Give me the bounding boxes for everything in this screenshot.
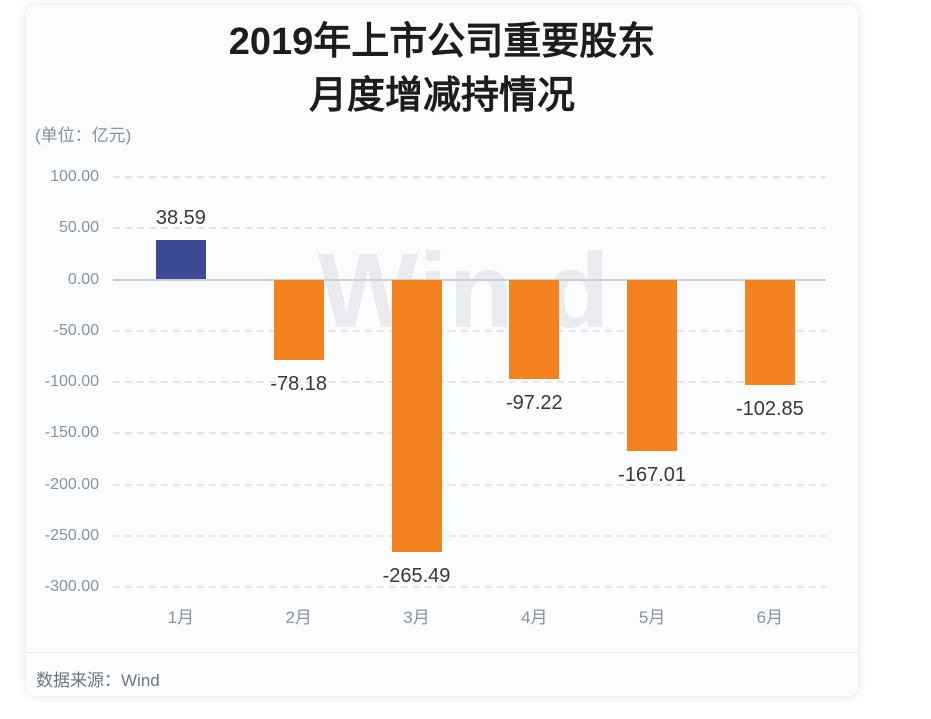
gridline xyxy=(113,534,826,537)
bar-3月 xyxy=(391,279,442,552)
chart-title-line-2: 月度增减持情况 xyxy=(308,75,575,117)
gridline xyxy=(113,329,826,332)
y-axis-tick-label: -200.00 xyxy=(44,475,99,493)
y-axis-tick-label: -300.00 xyxy=(44,578,99,595)
bar-5月 xyxy=(627,279,678,451)
chart-title-line-1: 2019年上市公司重要股东 xyxy=(228,21,656,63)
bar-6月 xyxy=(744,279,795,385)
bar-value-label: -167.01 xyxy=(618,463,687,486)
x-axis-tick-label: 6月 xyxy=(756,608,784,627)
y-axis-tick-label: -100.00 xyxy=(44,373,99,390)
chart-title: 2019年上市公司重要股东 月度增减持情况 xyxy=(26,15,858,123)
y-axis-tick-label: -50.00 xyxy=(53,321,99,339)
unit-label: (单位：亿元) xyxy=(35,126,132,145)
y-axis-tick-label: 0.00 xyxy=(67,270,99,288)
x-axis-tick-label: 1月 xyxy=(167,608,195,627)
x-axis-tick-label: 4月 xyxy=(521,608,548,627)
y-axis-tick-label: -250.00 xyxy=(44,526,99,544)
bar-value-label: -78.18 xyxy=(270,372,328,395)
x-axis-tick-label: 3月 xyxy=(403,608,430,627)
gridline xyxy=(113,483,826,486)
bar-value-label: -265.49 xyxy=(382,564,451,587)
x-axis-tick-label: 5月 xyxy=(638,608,666,627)
chart-card: 2019年上市公司重要股东 月度增减持情况 (单位：亿元) Win.d 100.… xyxy=(25,4,859,697)
gridline xyxy=(113,432,826,435)
bar-2月 xyxy=(273,279,324,360)
gridline xyxy=(113,176,826,178)
gridline xyxy=(113,586,826,588)
plot-area: 100.00 50.00 0.00 -50.00 -100.00 -150.00 -200.… xyxy=(26,5,858,696)
bar-value-label: 38.59 xyxy=(155,206,206,229)
bar-4月 xyxy=(509,279,560,380)
footer-divider xyxy=(26,652,858,653)
bar-1月 xyxy=(155,239,206,280)
gridline xyxy=(113,227,826,230)
bar-value-label: -97.22 xyxy=(505,392,563,415)
y-axis-tick-label: 100.00 xyxy=(50,168,99,185)
gridline xyxy=(113,381,826,383)
bar-value-label: -102.85 xyxy=(735,397,804,420)
zero-axis-line xyxy=(113,278,826,281)
y-axis-tick-label: -150.00 xyxy=(44,424,99,442)
data-source-label: 数据来源：Wind xyxy=(36,671,160,690)
y-axis-tick-label: 50.00 xyxy=(58,219,99,237)
x-axis-tick-label: 2月 xyxy=(285,608,312,627)
